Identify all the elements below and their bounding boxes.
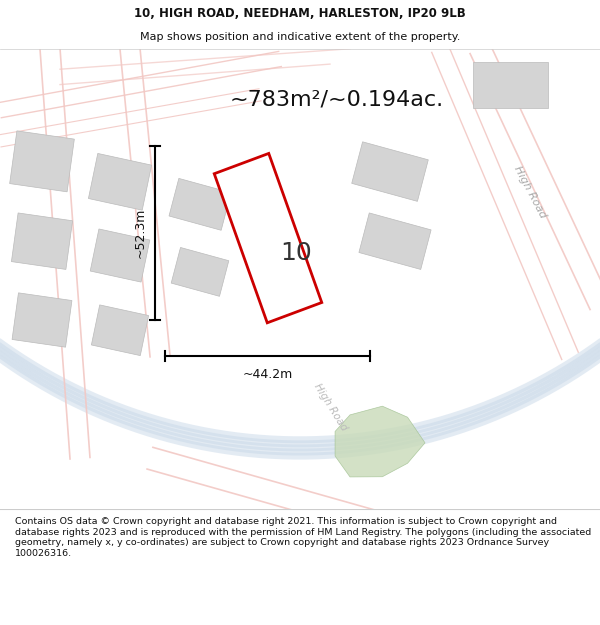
Polygon shape [88,154,152,210]
Polygon shape [12,293,72,347]
Polygon shape [10,131,74,192]
Polygon shape [91,305,149,356]
Text: High Road: High Road [311,382,349,432]
Polygon shape [11,213,73,269]
Polygon shape [335,406,425,477]
Polygon shape [90,229,150,282]
Polygon shape [214,153,322,323]
Text: 10: 10 [280,241,312,266]
Polygon shape [359,213,431,269]
Polygon shape [473,61,548,107]
Text: Map shows position and indicative extent of the property.: Map shows position and indicative extent… [140,31,460,41]
Text: High Road: High Road [512,164,548,220]
Text: ~783m²/~0.194ac.: ~783m²/~0.194ac. [230,90,444,110]
Text: 10, HIGH ROAD, NEEDHAM, HARLESTON, IP20 9LB: 10, HIGH ROAD, NEEDHAM, HARLESTON, IP20 … [134,7,466,20]
Text: Contains OS data © Crown copyright and database right 2021. This information is : Contains OS data © Crown copyright and d… [15,518,591,558]
Polygon shape [352,142,428,201]
Polygon shape [169,178,231,230]
Text: ~44.2m: ~44.2m [242,368,293,381]
Polygon shape [171,248,229,296]
Text: ~52.3m: ~52.3m [134,208,147,258]
